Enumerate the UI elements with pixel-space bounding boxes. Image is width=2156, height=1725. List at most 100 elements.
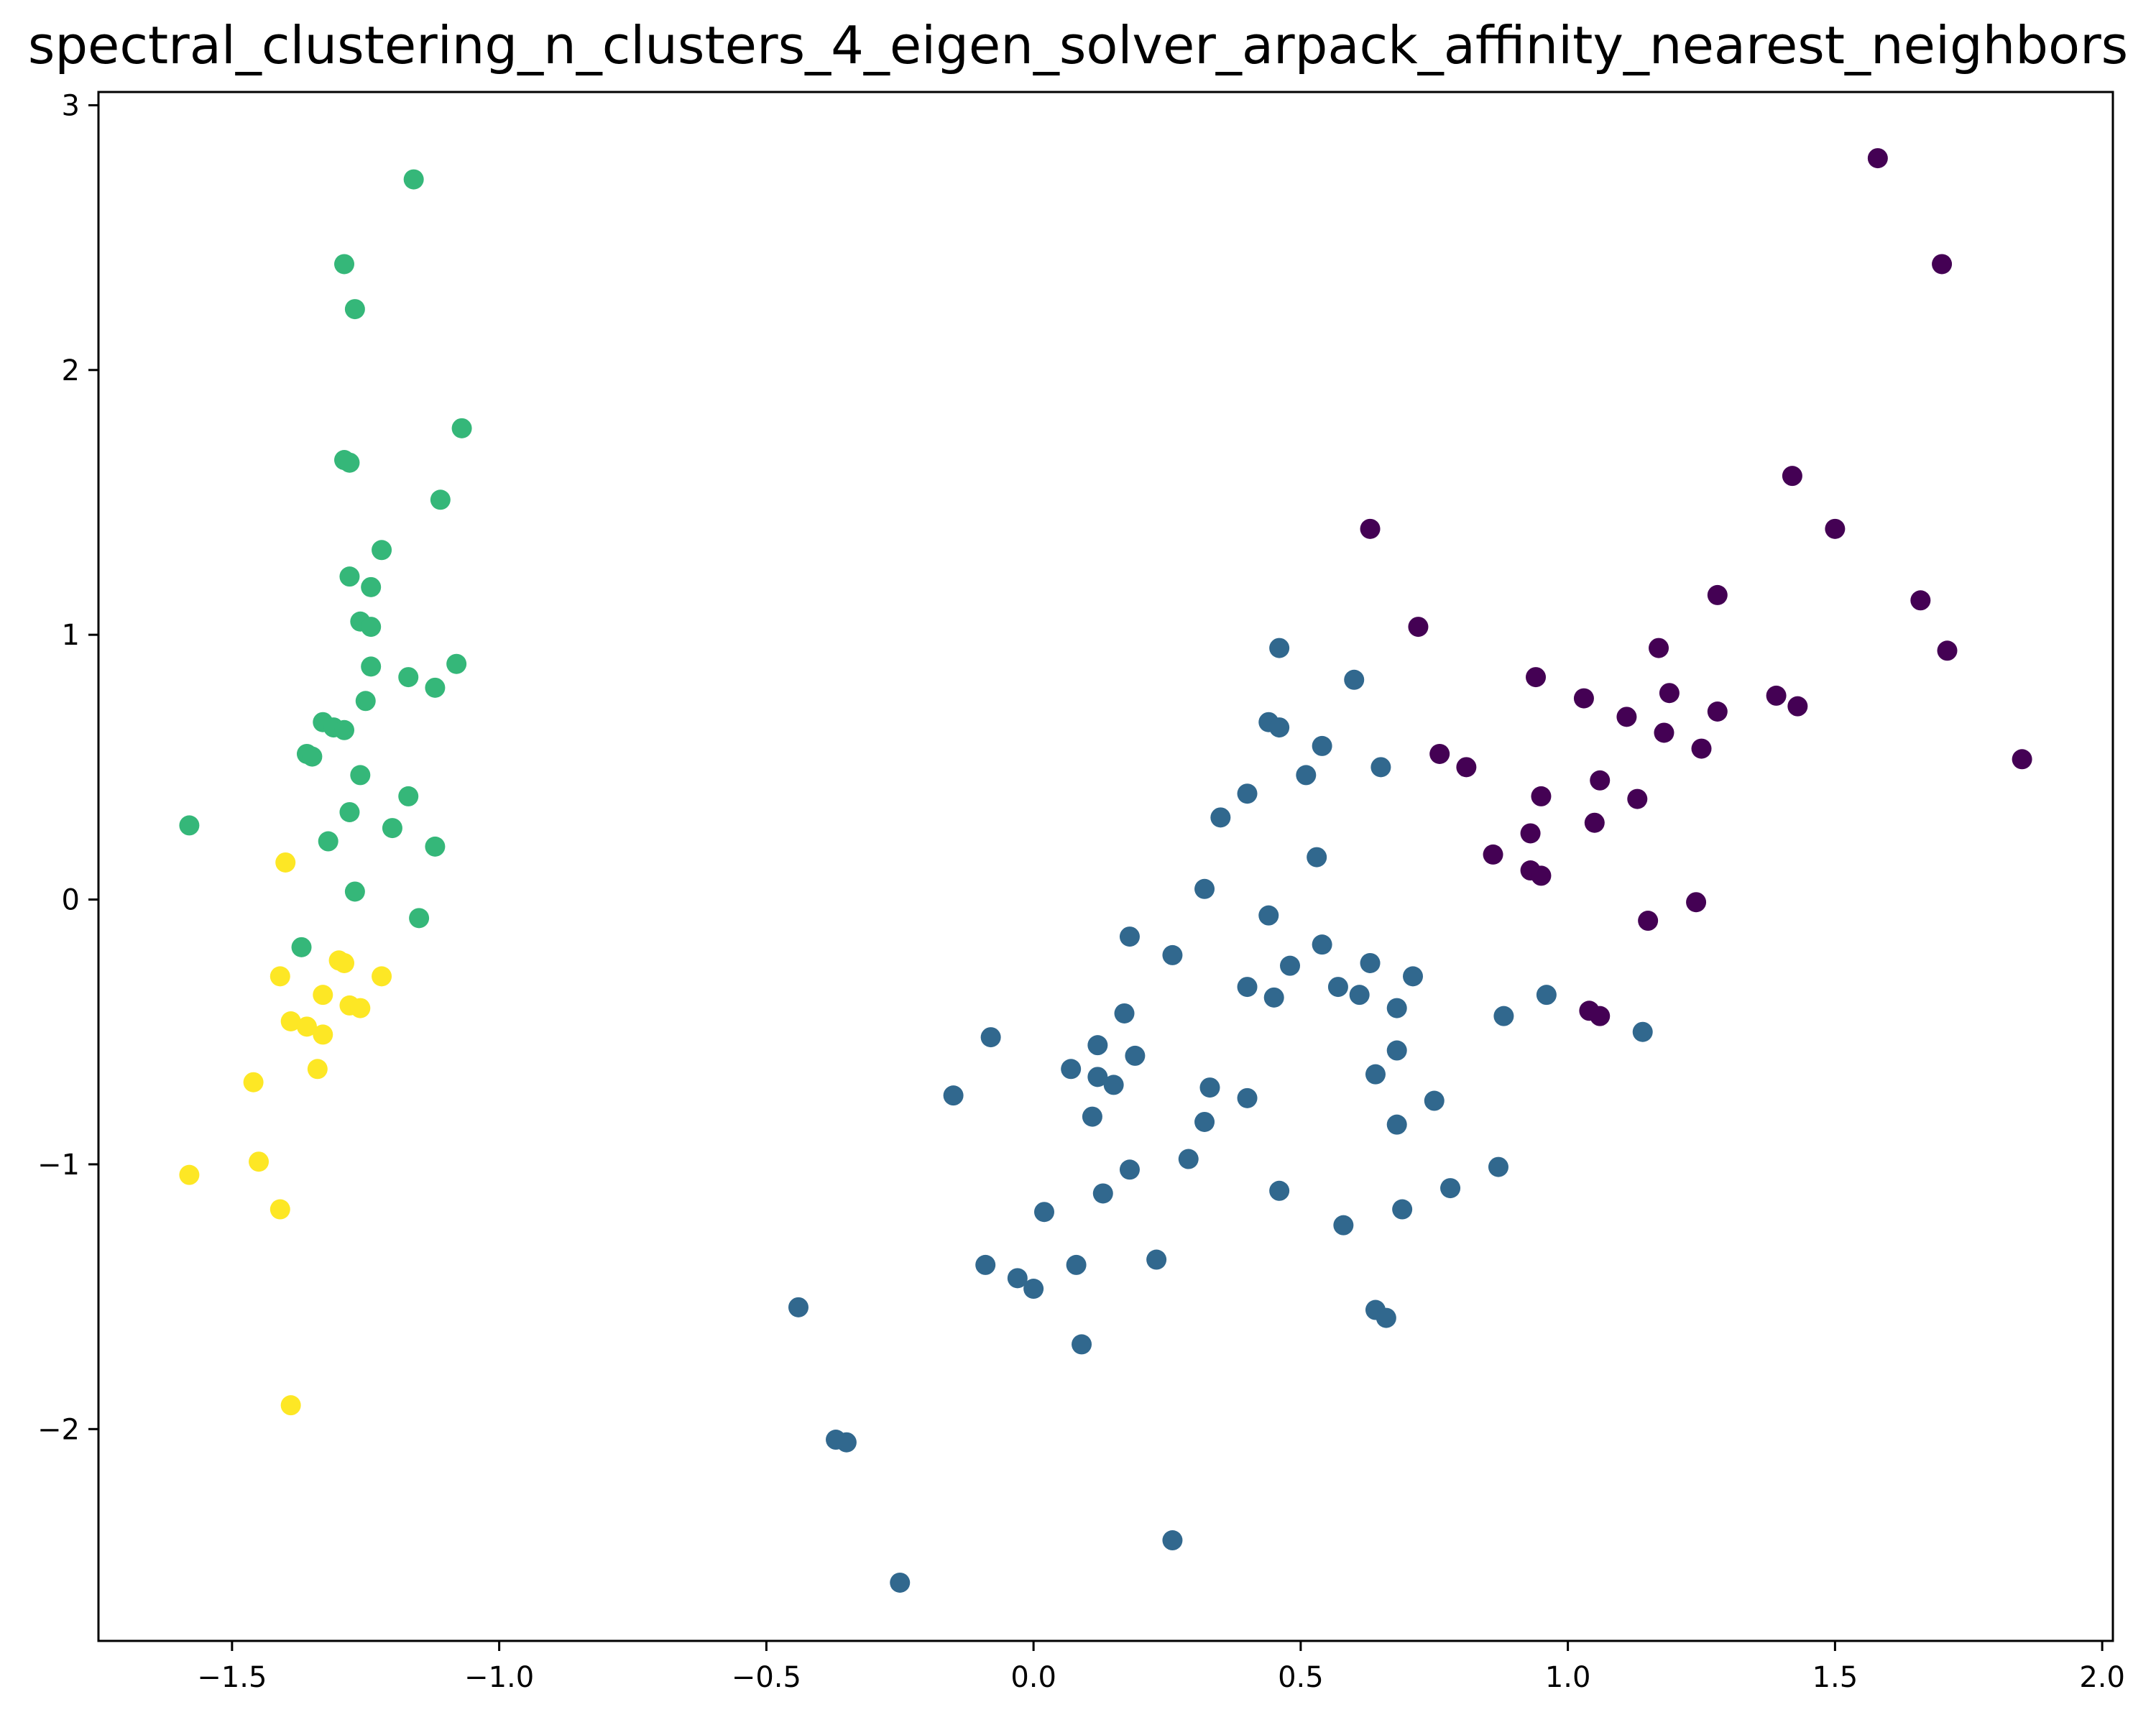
- data-point-cluster-1: [1386, 1040, 1407, 1061]
- data-point-cluster-0: [1686, 892, 1707, 913]
- data-point-cluster-1: [1327, 977, 1348, 998]
- data-point-cluster-1: [788, 1297, 808, 1317]
- data-point-cluster-1: [1333, 1215, 1354, 1236]
- data-point-cluster-2: [361, 656, 382, 677]
- data-point-cluster-3: [270, 1199, 290, 1220]
- data-point-cluster-2: [403, 169, 424, 190]
- data-point-cluster-0: [1937, 640, 1958, 661]
- data-point-cluster-1: [1194, 878, 1215, 899]
- data-point-cluster-2: [446, 653, 467, 674]
- data-point-cluster-1: [943, 1085, 964, 1106]
- data-point-cluster-2: [425, 836, 446, 857]
- data-point-cluster-2: [291, 937, 312, 957]
- data-point-cluster-1: [1307, 847, 1327, 868]
- data-point-cluster-1: [1237, 783, 1258, 804]
- data-point-cluster-1: [1370, 757, 1391, 778]
- data-point-cluster-3: [372, 966, 392, 987]
- data-point-cluster-2: [372, 540, 392, 561]
- data-point-cluster-1: [1365, 1064, 1386, 1085]
- data-point-cluster-1: [1237, 977, 1258, 998]
- data-point-cluster-2: [409, 908, 430, 929]
- data-point-cluster-3: [280, 1395, 301, 1416]
- data-point-cluster-2: [179, 815, 200, 836]
- x-tick-label: −1.0: [464, 1661, 534, 1694]
- data-point-cluster-2: [361, 576, 382, 597]
- data-point-cluster-1: [1269, 638, 1290, 658]
- data-point-cluster-1: [1146, 1249, 1167, 1270]
- data-point-cluster-1: [1258, 905, 1279, 926]
- data-point-cluster-2: [398, 786, 419, 806]
- data-point-cluster-2: [339, 452, 360, 473]
- data-point-cluster-2: [425, 677, 446, 698]
- data-point-cluster-0: [1787, 696, 1808, 717]
- data-point-cluster-0: [1590, 1006, 1611, 1026]
- data-point-cluster-0: [1520, 823, 1541, 844]
- data-point-cluster-1: [1263, 987, 1284, 1008]
- data-point-cluster-1: [1023, 1279, 1044, 1300]
- data-point-cluster-1: [1403, 966, 1424, 987]
- data-point-cluster-1: [1392, 1199, 1413, 1220]
- data-point-cluster-0: [1408, 617, 1429, 638]
- data-point-cluster-1: [1072, 1334, 1092, 1355]
- data-point-cluster-3: [249, 1151, 270, 1172]
- y-tick-label: 2: [62, 354, 80, 387]
- data-point-cluster-0: [1573, 688, 1594, 709]
- data-point-cluster-2: [339, 566, 360, 587]
- data-point-cluster-0: [1590, 770, 1611, 791]
- data-point-cluster-0: [1659, 683, 1680, 704]
- data-point-cluster-0: [1782, 466, 1802, 487]
- x-tick-label: 1.5: [1812, 1661, 1858, 1694]
- data-point-cluster-0: [1932, 254, 1953, 275]
- data-point-cluster-1: [1087, 1067, 1108, 1087]
- data-point-cluster-1: [1312, 934, 1332, 955]
- data-point-cluster-1: [1632, 1021, 1653, 1042]
- data-point-cluster-1: [1007, 1268, 1028, 1289]
- data-point-cluster-0: [1483, 844, 1503, 865]
- data-point-cluster-0: [1707, 584, 1728, 605]
- data-point-cluster-2: [430, 489, 451, 510]
- data-point-cluster-3: [350, 998, 371, 1018]
- data-point-cluster-1: [1488, 1156, 1508, 1177]
- data-point-cluster-2: [398, 667, 419, 688]
- y-tick-label: 1: [62, 619, 80, 652]
- data-point-cluster-1: [890, 1572, 911, 1593]
- data-point-cluster-3: [280, 1011, 301, 1031]
- y-tick-label: 3: [62, 89, 80, 122]
- data-point-cluster-1: [1125, 1045, 1146, 1066]
- data-point-cluster-3: [296, 1016, 317, 1037]
- data-point-cluster-3: [313, 985, 333, 1006]
- x-tick-label: −0.5: [732, 1661, 801, 1694]
- data-point-cluster-2: [350, 765, 371, 786]
- data-point-cluster-3: [243, 1072, 264, 1092]
- data-point-cluster-0: [1526, 667, 1547, 688]
- data-point-cluster-1: [1376, 1307, 1396, 1328]
- data-point-cluster-1: [1103, 1075, 1124, 1095]
- data-point-cluster-0: [2012, 749, 2032, 770]
- x-tick-label: 1.0: [1545, 1661, 1591, 1694]
- data-point-cluster-3: [275, 852, 296, 873]
- data-point-cluster-2: [334, 719, 355, 740]
- data-point-cluster-1: [1280, 955, 1301, 976]
- data-point-cluster-2: [382, 818, 402, 839]
- data-point-cluster-2: [339, 801, 360, 822]
- data-point-cluster-1: [1061, 1059, 1082, 1080]
- data-point-cluster-0: [1360, 518, 1381, 539]
- data-point-cluster-1: [1199, 1077, 1220, 1098]
- data-point-cluster-0: [1638, 911, 1659, 932]
- data-point-cluster-0: [1910, 590, 1931, 611]
- data-point-cluster-2: [302, 746, 323, 767]
- data-point-cluster-0: [1766, 685, 1787, 706]
- data-point-cluster-2: [344, 881, 365, 902]
- x-tick-label: 2.0: [2079, 1661, 2125, 1694]
- data-point-cluster-1: [1237, 1087, 1258, 1108]
- plot-area-frame: [97, 91, 2114, 1642]
- data-point-cluster-0: [1627, 788, 1648, 809]
- data-point-cluster-0: [1691, 738, 1712, 759]
- data-point-cluster-3: [313, 1024, 333, 1045]
- data-point-cluster-1: [1386, 1114, 1407, 1135]
- data-point-cluster-1: [1493, 1006, 1514, 1026]
- data-point-cluster-0: [1654, 722, 1674, 743]
- data-point-cluster-2: [334, 254, 355, 275]
- data-point-cluster-0: [1429, 743, 1450, 764]
- data-point-cluster-1: [1424, 1090, 1445, 1111]
